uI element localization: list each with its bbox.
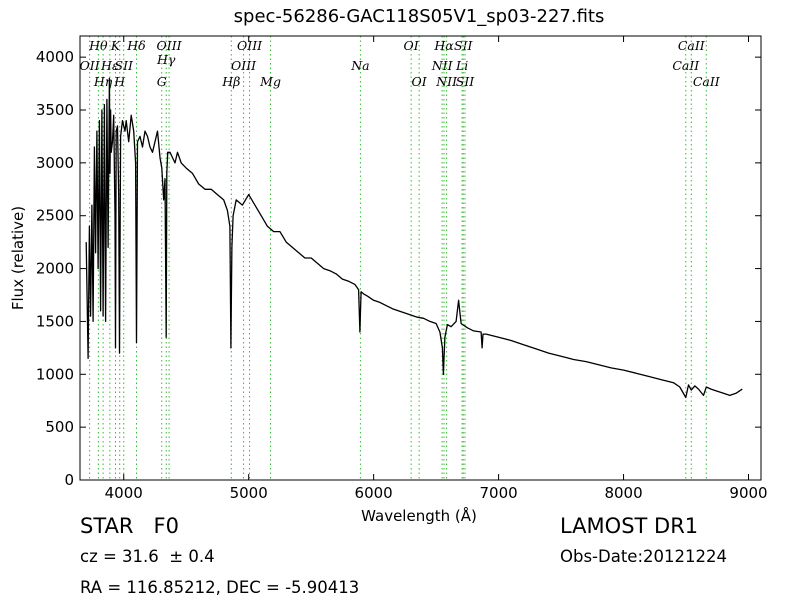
spectral-line-label: SII (454, 38, 474, 53)
spectral-line-label: NII (431, 58, 454, 73)
spectral-line-label: Na (350, 58, 369, 73)
spectral-line-label: OIII (157, 38, 183, 53)
spectral-line-label: G (157, 74, 167, 89)
spectral-line-label: Hγ (156, 52, 176, 67)
spectral-line-label: Hδ (126, 38, 145, 53)
spectral-line-label: Li (455, 58, 468, 73)
spectral-line-label: OI (404, 38, 420, 53)
x-tick-label: 9000 (729, 484, 767, 502)
survey-label: LAMOST DR1 (560, 514, 699, 538)
object-class: STAR F0 (80, 514, 179, 538)
y-tick-label: 4000 (36, 48, 74, 66)
spectral-line-label: CaII (693, 74, 721, 89)
spectral-line-label: Hη (93, 74, 113, 89)
spectral-line-label: OIII (231, 58, 257, 73)
subclass-label: F0 (153, 514, 179, 538)
spectral-line-label: H (113, 74, 126, 89)
y-tick-label: 3500 (36, 101, 74, 119)
y-axis-label: Flux (relative) (9, 206, 27, 310)
spectral-line-label: OII (80, 58, 101, 73)
obs-date-text: Obs-Date:20121224 (560, 547, 727, 566)
spectral-line-label: Hθ (88, 38, 108, 53)
y-tick-label: 3000 (36, 154, 74, 172)
x-tick-label: 8000 (604, 484, 642, 502)
spectral-line-label: OIII (237, 38, 263, 53)
series-group (85, 77, 743, 399)
coordinates-text: RA = 116.85212, DEC = -5.90413 (80, 578, 360, 597)
spectral-line-label: CaII (678, 38, 706, 53)
spectral-line-label: OI (412, 74, 428, 89)
spectral-line-label: NII (435, 74, 458, 89)
y-tick-label: 2000 (36, 260, 74, 278)
x-tick-label: 4000 (105, 484, 143, 502)
y-tick-label: 500 (45, 418, 74, 436)
spectral-line-label: Hβ (221, 74, 240, 89)
x-axis-label: Wavelength (Å) (361, 506, 477, 525)
y-tick-label: 0 (64, 471, 74, 489)
plot-frame (79, 35, 762, 481)
spectral-line-label: Mg (259, 74, 281, 89)
x-tick-label: 5000 (230, 484, 268, 502)
class-label: STAR (80, 514, 134, 538)
spectral-lines: OIIHθHηHεKHSIIHδGHγOIIIHβOIIIOIIIMgNaOIO… (80, 36, 721, 480)
redshift-text: cz = 31.6 ± 0.4 (80, 547, 215, 566)
axis-ticks: 4000 5000 6000 7000 8000 9000 0 500 1000 1500 2000… (36, 36, 768, 502)
spectral-line-label: SII (456, 74, 476, 89)
spectral-line-label: CaII (672, 58, 700, 73)
x-tick-label: 6000 (355, 484, 393, 502)
y-tick-label: 1500 (36, 312, 74, 330)
spectral-line-label: SII (115, 58, 135, 73)
spectral-line-label: K (110, 38, 121, 53)
spectral-line-label: Hα (433, 38, 454, 53)
y-tick-label: 2500 (36, 207, 74, 225)
x-tick-label: 7000 (480, 484, 518, 502)
chart-title: spec-56286-GAC118S05V1_sp03-227.fits (234, 6, 605, 27)
y-tick-label: 1000 (36, 365, 74, 383)
flux-series-line (85, 77, 743, 399)
spectral-line-label: Hε (100, 58, 119, 73)
